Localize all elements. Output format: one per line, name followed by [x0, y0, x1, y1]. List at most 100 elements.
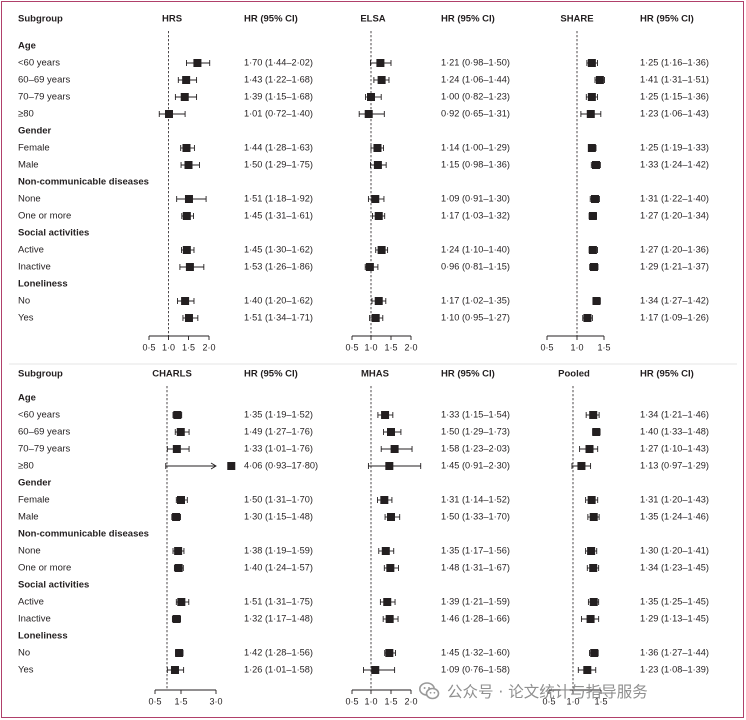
hr-marker	[164, 110, 173, 118]
hr-value: 1·34 (1·23–1·45)	[640, 562, 709, 572]
hr-value: 1·38 (1·19–1·59)	[244, 545, 313, 555]
hr-column-header: HR (95% CI)	[441, 14, 495, 25]
group-label: Social activities	[18, 580, 89, 591]
hr-value: 1·50 (1·33–1·70)	[441, 511, 510, 521]
hr-value: 1·35 (1·17–1·56)	[441, 545, 510, 555]
group-label: Loneliness	[18, 279, 68, 290]
subgroup-label: Inactive	[18, 614, 51, 625]
x-tick-label: 1·0	[364, 342, 377, 352]
panel-title: MHAS	[361, 369, 389, 380]
subgroup-label: None	[18, 194, 41, 205]
hr-value: 1·17 (1·02–1·35)	[441, 295, 510, 305]
hr-value: 1·01 (0·72–1·40)	[244, 108, 313, 118]
hr-marker	[367, 93, 375, 101]
subgroup-label: Male	[18, 160, 39, 171]
hr-value: 1·43 (1·22–1·68)	[244, 74, 313, 84]
hr-marker	[180, 93, 189, 101]
hr-marker	[176, 428, 185, 436]
subgroup-label: None	[18, 546, 41, 557]
subgroup-label: One or more	[18, 211, 71, 222]
hr-marker	[385, 649, 394, 657]
x-tick-label: 1·5	[384, 696, 397, 706]
x-tick-label: 1·0	[570, 342, 583, 352]
hr-value: 1·23 (1·08–1·39)	[640, 664, 709, 674]
hr-value: 1·50 (1·29–1·75)	[244, 159, 313, 169]
hr-value: 1·31 (1·20–1·43)	[640, 494, 709, 504]
hr-value: 1·30 (1·15–1·48)	[244, 511, 313, 521]
hr-marker	[374, 297, 383, 305]
hr-marker	[364, 110, 373, 118]
group-label: Non-communicable diseases	[18, 177, 149, 188]
hr-value: 1·44 (1·28–1·63)	[244, 142, 313, 152]
x-tick-label: 0·5	[540, 342, 553, 352]
hr-marker	[385, 615, 394, 623]
subgroup-label: 70–79 years	[18, 92, 71, 103]
x-tick-label: 1·0	[364, 696, 377, 706]
hr-marker	[588, 246, 597, 254]
x-tick-label: 1·5	[182, 342, 195, 352]
hr-value: 1·53 (1·26–1·86)	[244, 261, 313, 271]
subgroup-label: 60–69 years	[18, 75, 71, 86]
subgroup-label: ≥80	[18, 461, 34, 472]
hr-value: 1·10 (0·95–1·27)	[441, 312, 510, 322]
hr-value: 1·31 (1·14–1·52)	[441, 494, 510, 504]
group-label: Age	[18, 41, 36, 52]
hr-marker	[381, 411, 390, 419]
hr-marker	[184, 195, 193, 203]
x-tick-label: 2·0	[404, 696, 417, 706]
hr-value: 1·35 (1·19–1·52)	[244, 409, 313, 419]
group-label: Gender	[18, 126, 52, 137]
hr-value: 1·39 (1·15–1·68)	[244, 91, 313, 101]
subgroup-label: <60 years	[18, 58, 60, 69]
hr-marker	[590, 649, 599, 657]
subgroup-label: <60 years	[18, 410, 60, 421]
hr-value: 1·45 (1·31–1·61)	[244, 210, 313, 220]
subgroup-label: One or more	[18, 563, 71, 574]
hr-value: 1·46 (1·28–1·66)	[441, 613, 510, 623]
hr-value: 1·34 (1·27–1·42)	[640, 295, 709, 305]
hr-marker	[376, 59, 385, 67]
hr-value: 1·48 (1·31–1·67)	[441, 562, 510, 572]
hr-marker	[193, 59, 202, 67]
hr-marker	[589, 513, 598, 521]
hr-marker	[587, 144, 596, 152]
hr-value: 1·09 (0·76–1·58)	[441, 664, 510, 674]
x-tick-label: 0·5	[345, 342, 358, 352]
hr-value: 1·33 (1·01–1·76)	[244, 443, 313, 453]
hr-value: 1·27 (1·10–1·43)	[640, 443, 709, 453]
hr-marker	[182, 212, 191, 220]
x-tick-label: 1·0	[566, 696, 579, 706]
hr-marker	[371, 195, 380, 203]
hr-marker	[371, 314, 380, 322]
hr-marker	[592, 428, 601, 436]
hr-marker	[184, 161, 193, 169]
panel-title: ELSA	[360, 14, 385, 25]
hr-value: 1·39 (1·21–1·59)	[441, 596, 510, 606]
group-label: Age	[18, 393, 36, 404]
hr-marker	[583, 314, 592, 322]
hr-marker	[380, 496, 389, 504]
hr-marker	[174, 547, 183, 555]
hr-value: 1·42 (1·28–1·56)	[244, 647, 313, 657]
x-tick-label: 0·5	[542, 696, 555, 706]
hr-marker	[585, 445, 594, 453]
hr-marker	[577, 462, 586, 470]
hr-marker	[586, 110, 595, 118]
hr-value: 1·29 (1·21–1·37)	[640, 261, 709, 271]
hr-value: 1·51 (1·18–1·92)	[244, 193, 313, 203]
hr-value: 1·25 (1·15–1·36)	[640, 91, 709, 101]
hr-value: 1·45 (1·30–1·62)	[244, 244, 313, 254]
hr-value: 1·40 (1·24–1·57)	[244, 562, 313, 572]
subgroup-header: Subgroup	[18, 369, 63, 380]
hr-marker	[589, 598, 598, 606]
hr-value: 1·51 (1·34–1·71)	[244, 312, 313, 322]
hr-marker	[184, 314, 193, 322]
hr-marker	[383, 598, 392, 606]
hr-marker	[174, 564, 183, 572]
hr-marker	[586, 615, 595, 623]
hr-value: 4·06 (0·93–17·80)	[244, 460, 318, 470]
subgroup-label: 70–79 years	[18, 444, 71, 455]
hr-marker	[371, 666, 380, 674]
watermark-text: 公众号 · 论文统计与指导服务	[447, 683, 648, 701]
